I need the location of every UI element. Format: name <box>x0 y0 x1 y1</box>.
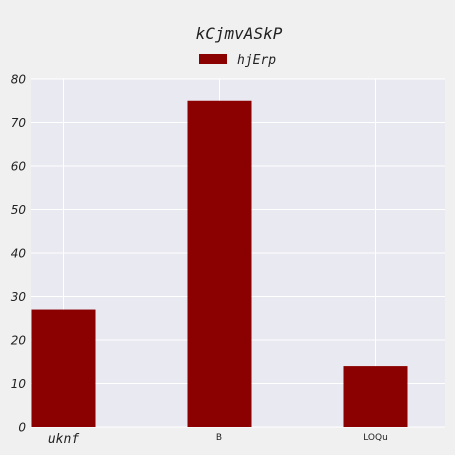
y-tick-label: 30 <box>11 290 27 304</box>
y-tick-label: 0 <box>18 421 26 435</box>
x-tick-label: uknf <box>48 432 79 447</box>
y-tick-label: 60 <box>11 160 27 174</box>
legend: hjErp <box>199 53 276 68</box>
y-tick-label: 10 <box>11 377 27 391</box>
y-tick-label: 50 <box>11 203 27 217</box>
x-axis-tick-labels: uknf B LOQu <box>48 432 388 447</box>
x-tick-label: B <box>216 433 222 443</box>
y-axis-tick-labels: 0 10 20 30 40 50 60 70 80 <box>11 73 27 435</box>
x-tick-label: LOQu <box>363 433 388 443</box>
bars <box>31 100 408 427</box>
y-tick-label: 70 <box>11 116 27 130</box>
legend-swatch <box>199 54 227 64</box>
legend-label: hjErp <box>237 53 276 68</box>
chart-title: kCjmvASkP <box>196 24 283 43</box>
y-tick-label: 80 <box>11 73 27 87</box>
bar-loqu <box>343 366 408 427</box>
y-tick-label: 20 <box>11 334 27 348</box>
bar-uknf <box>31 309 96 427</box>
bar-b <box>187 100 252 427</box>
y-tick-label: 40 <box>11 247 27 261</box>
